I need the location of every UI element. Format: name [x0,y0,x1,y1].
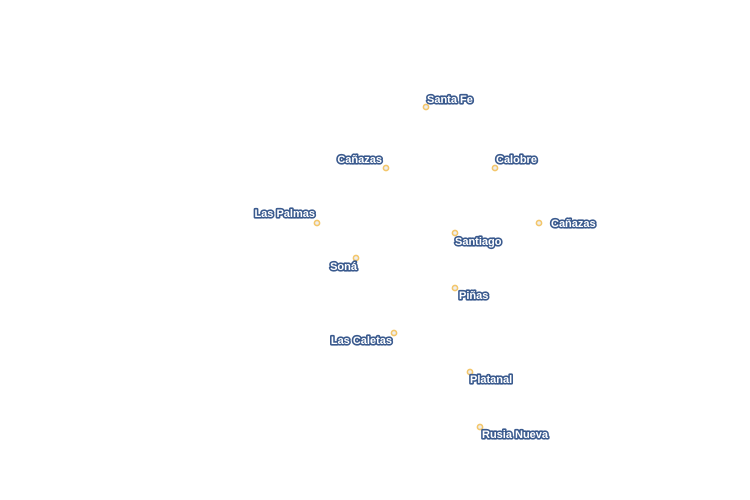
place-label: Santiago [455,236,502,248]
place-calobre[interactable]: Calobre [491,152,539,172]
place-label: Las Caletas [331,335,392,347]
place-marker-icon[interactable] [352,254,360,262]
place-marker-icon[interactable] [535,219,543,227]
place-canazas-west[interactable]: Cañazas [336,152,390,172]
place-label: Calobre [496,154,537,166]
place-marker-icon[interactable] [476,423,484,431]
place-marker-icon[interactable] [390,329,398,337]
place-label: Santa Fe [427,94,473,106]
place-marker-icon[interactable] [451,284,459,292]
place-marker-icon[interactable] [466,368,474,376]
place-label: Cañazas [551,218,596,230]
place-rusia-nueva[interactable]: Rusia Nueva [476,423,551,443]
place-marker-icon[interactable] [313,219,321,227]
place-label: Platanal [470,374,512,386]
place-marker-icon[interactable] [491,164,499,172]
place-marker-icon[interactable] [422,103,430,111]
place-sona[interactable]: Soná [328,254,360,275]
place-las-palmas[interactable]: Las Palmas [253,206,321,227]
place-label: Rusia Nueva [482,429,549,441]
place-label: Cañazas [337,154,382,166]
place-label: Las Palmas [254,208,315,220]
place-pinas[interactable]: Piñas [451,284,490,304]
place-canazas-east[interactable]: Cañazas [535,216,597,232]
place-marker-icon[interactable] [451,229,459,237]
place-santa-fe[interactable]: Santa Fe [422,92,474,111]
place-platanal[interactable]: Platanal [466,368,514,388]
place-label: Piñas [459,290,488,302]
place-santiago[interactable]: Santiago [451,229,503,250]
place-las-caletas[interactable]: Las Caletas [329,329,398,349]
place-marker-icon[interactable] [382,164,390,172]
place-label: Soná [330,261,358,273]
